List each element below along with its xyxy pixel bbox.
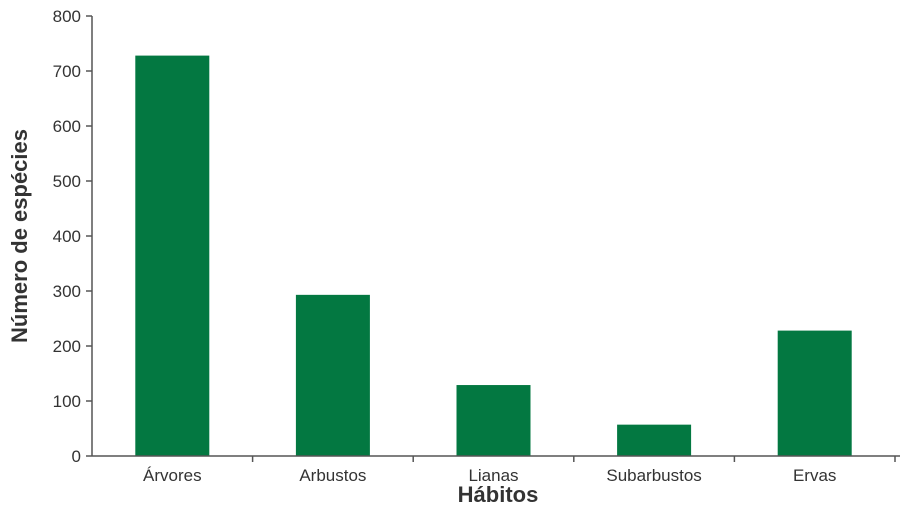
y-tick-label: 100: [53, 392, 81, 411]
bar: [777, 330, 852, 456]
bars: [135, 55, 852, 456]
x-tick-label: Arbustos: [299, 466, 366, 485]
y-axis-title: Número de espécies: [7, 129, 32, 343]
x-tick-label: Árvores: [143, 466, 202, 485]
bar: [617, 424, 692, 456]
x-tick-label: Ervas: [793, 466, 836, 485]
x-tick-label: Subarbustos: [606, 466, 701, 485]
x-axis-title: Hábitos: [458, 482, 539, 507]
y-tick-label: 500: [53, 172, 81, 191]
y-axis-ticks: 0 100 200 300 400 500 600 700 800: [53, 7, 92, 466]
y-tick-label: 200: [53, 337, 81, 356]
y-tick-label: 600: [53, 117, 81, 136]
y-tick-label: 800: [53, 7, 81, 26]
x-axis-ticks: Árvores Arbustos Lianas Subarbustos Ervas: [143, 456, 896, 485]
bar: [135, 55, 210, 456]
x-tick-label: Lianas: [468, 466, 518, 485]
y-tick-label: 400: [53, 227, 81, 246]
y-tick-label: 0: [72, 447, 81, 466]
bar: [456, 385, 531, 456]
y-tick-label: 700: [53, 62, 81, 81]
bar: [295, 294, 370, 456]
y-tick-label: 300: [53, 282, 81, 301]
